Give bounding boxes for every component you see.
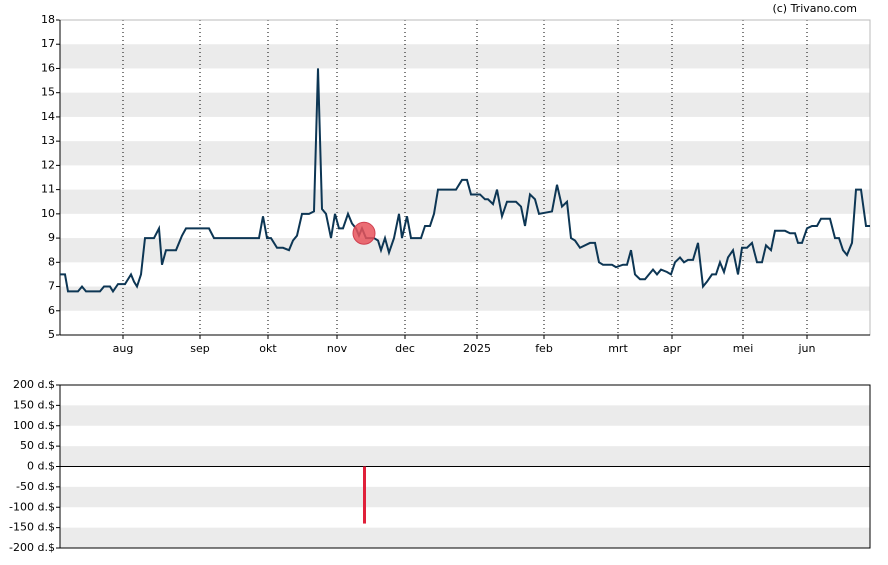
y-tick-label: 16 — [41, 61, 55, 74]
grid-band — [60, 446, 870, 467]
y-tick-label: 11 — [41, 183, 55, 196]
y-tick-label: 100 d.$ — [13, 419, 55, 432]
y-tick-label: -100 d.$ — [9, 500, 55, 513]
attribution: (c) Trivano.com — [772, 2, 857, 15]
y-tick-label: -200 d.$ — [9, 541, 55, 554]
x-tick-label: aug — [113, 342, 134, 355]
y-tick-label: 8 — [48, 255, 55, 268]
y-tick-label: 15 — [41, 86, 55, 99]
grid-band — [60, 44, 870, 69]
y-tick-label: 150 d.$ — [13, 398, 55, 411]
y-tick-label: 14 — [41, 110, 55, 123]
y-tick-label: 13 — [41, 134, 55, 147]
x-tick-label: mrt — [608, 342, 628, 355]
y-tick-label: -50 d.$ — [16, 480, 55, 493]
y-tick-label: -150 d.$ — [9, 521, 55, 534]
x-tick-label: jun — [798, 342, 816, 355]
grid-band — [60, 527, 870, 548]
trade-marker — [352, 221, 376, 245]
grid-band — [60, 189, 870, 214]
grid-band — [60, 238, 870, 263]
y-tick-label: 50 d.$ — [20, 439, 55, 452]
x-tick-label: okt — [259, 342, 277, 355]
y-tick-label: 18 — [41, 13, 55, 26]
y-tick-label: 12 — [41, 158, 55, 171]
grid-band — [60, 286, 870, 311]
grid-band — [60, 405, 870, 426]
y-tick-label: 200 d.$ — [13, 378, 55, 391]
x-tick-label: mei — [733, 342, 754, 355]
bar — [363, 466, 366, 524]
y-tick-label: 7 — [48, 280, 55, 293]
y-tick-label: 10 — [41, 207, 55, 220]
x-tick-label: apr — [663, 342, 682, 355]
x-tick-label: nov — [327, 342, 348, 355]
y-tick-label: 17 — [41, 37, 55, 50]
grid-band — [60, 141, 870, 166]
price-line — [60, 68, 870, 294]
y-tick-label: 5 — [48, 328, 55, 341]
x-tick-label: dec — [395, 342, 415, 355]
y-tick-label: 9 — [48, 231, 55, 244]
y-tick-label: 6 — [48, 304, 55, 317]
grid-band — [60, 486, 870, 508]
x-tick-label: 2025 — [463, 342, 491, 355]
y-tick-label: 0 d.$ — [27, 460, 55, 473]
x-tick-label: sep — [190, 342, 209, 355]
grid-band — [60, 92, 870, 117]
x-tick-label: feb — [535, 342, 553, 355]
